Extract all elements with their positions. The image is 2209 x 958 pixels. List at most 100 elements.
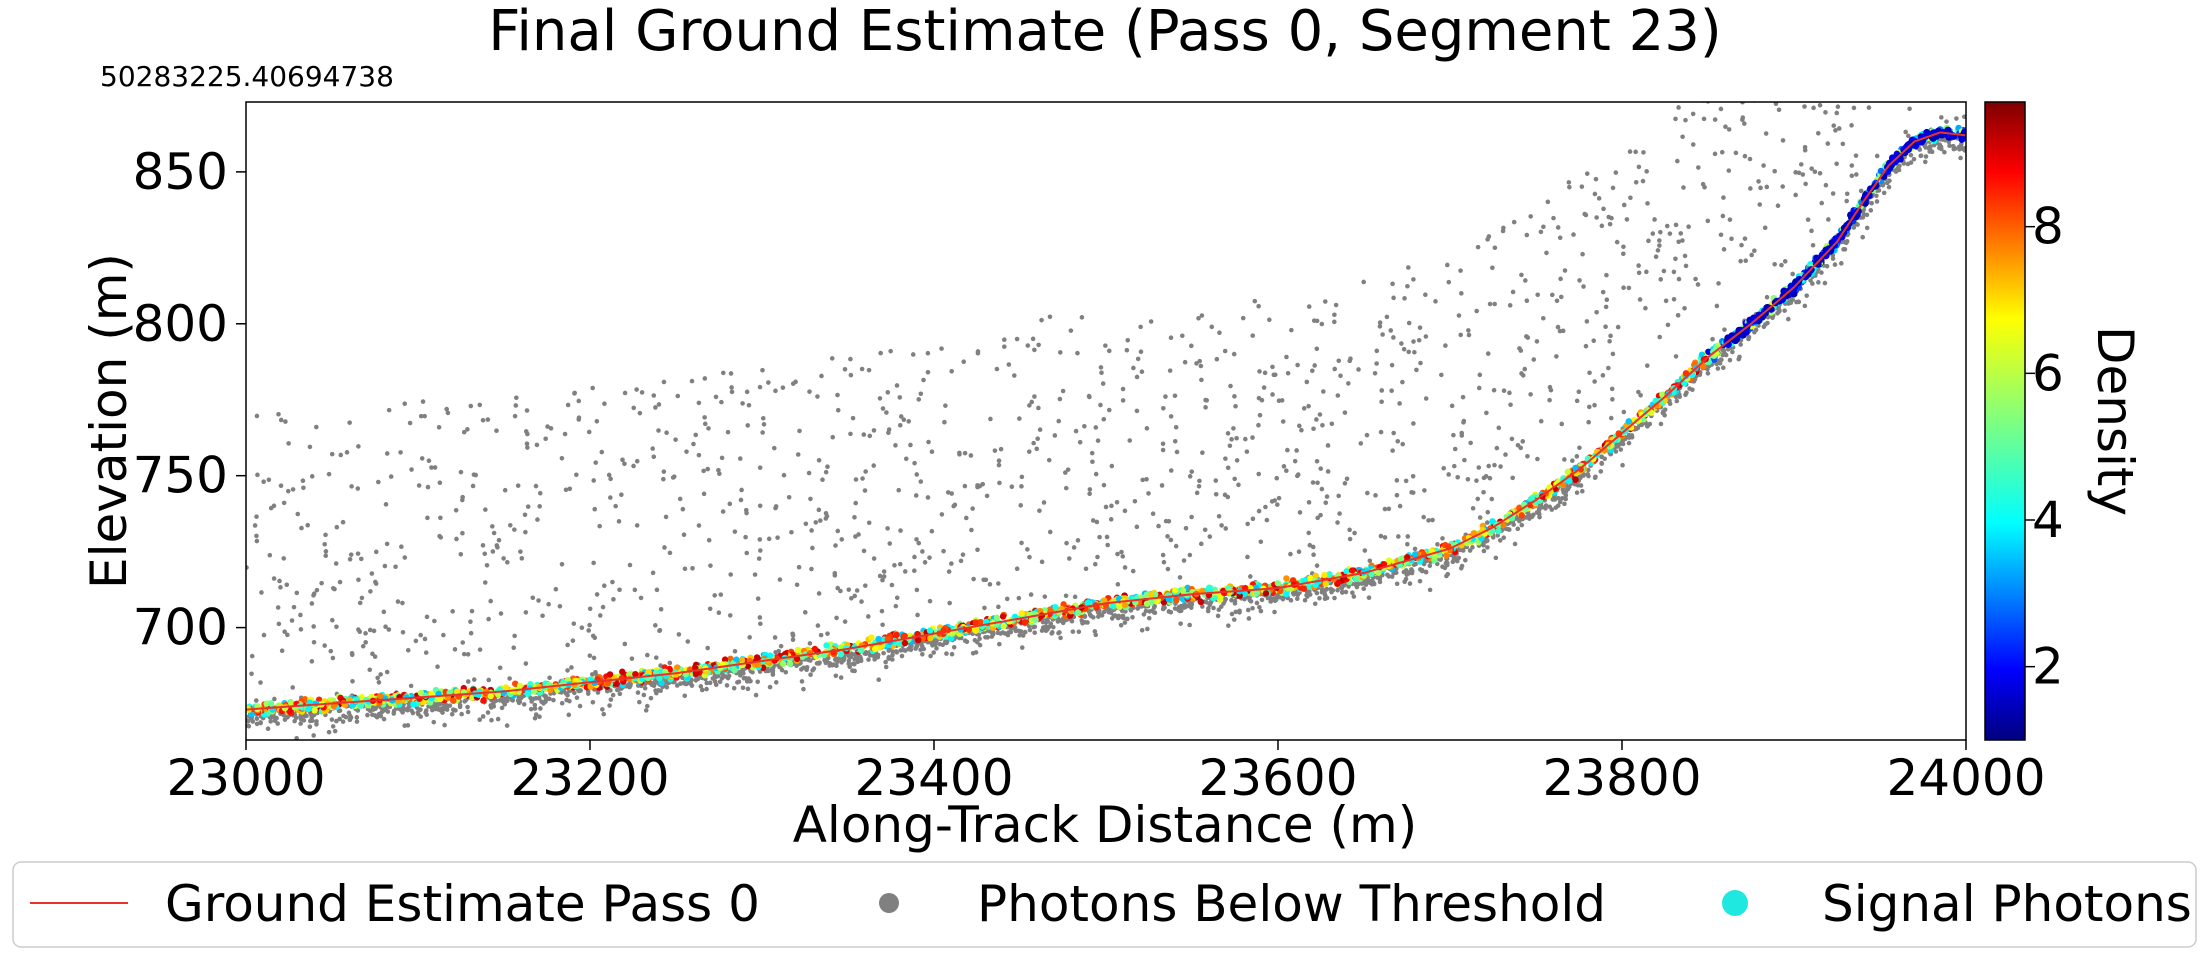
noise-photon (727, 501, 733, 507)
noise-photon (1952, 146, 1958, 151)
noise-photon (616, 519, 622, 524)
noise-photon (1812, 169, 1818, 175)
noise-photon (1086, 393, 1092, 399)
noise-photon (309, 601, 315, 606)
noise-photon (1802, 303, 1808, 309)
noise-photon (381, 708, 387, 713)
noise-photon (914, 587, 920, 593)
noise-photon (912, 460, 917, 466)
noise-photon (921, 646, 927, 652)
noise-photon (757, 465, 763, 470)
noise-photon (748, 678, 753, 684)
noise-photon (1403, 478, 1409, 484)
noise-photon (1217, 330, 1222, 335)
noise-photon (696, 523, 702, 528)
noise-photon (1555, 225, 1561, 230)
noise-photon (486, 677, 492, 683)
noise-photon (1272, 609, 1277, 615)
noise-photon (1406, 349, 1412, 355)
noise-photon (927, 555, 932, 560)
noise-photon (418, 632, 424, 638)
noise-photon (1834, 110, 1840, 116)
noise-photon (651, 393, 657, 398)
noise-photon (1246, 616, 1252, 621)
noise-photon (1411, 339, 1416, 344)
noise-photon (1019, 540, 1024, 546)
noise-photon (795, 452, 801, 457)
noise-photon (866, 657, 871, 662)
noise-photon (1853, 153, 1859, 158)
noise-photon (1855, 222, 1860, 227)
noise-photon (1798, 162, 1804, 167)
noise-photon (1490, 535, 1496, 540)
noise-photon (259, 590, 264, 595)
noise-photon (1271, 372, 1277, 378)
noise-photon (681, 532, 687, 538)
noise-photon (1399, 341, 1404, 346)
noise-photon (261, 479, 266, 485)
noise-photon (1103, 343, 1108, 348)
noise-photon (925, 495, 931, 500)
noise-photon (1143, 608, 1149, 614)
noise-photon (1686, 224, 1691, 230)
noise-photon (376, 479, 381, 485)
noise-photon (1664, 223, 1670, 229)
noise-photon (757, 503, 763, 509)
noise-photon (1481, 548, 1487, 554)
noise-photon (590, 633, 596, 639)
noise-photon (1390, 448, 1395, 453)
noise-photon (684, 449, 689, 454)
noise-photon (1127, 438, 1133, 443)
noise-photon (537, 714, 542, 720)
noise-photon (1122, 508, 1128, 514)
noise-photon (1098, 612, 1104, 618)
noise-photon (381, 609, 387, 615)
noise-photon (532, 715, 538, 721)
noise-photon (1382, 535, 1388, 540)
noise-photon (1014, 566, 1020, 572)
noise-photon (267, 552, 273, 558)
noise-photon (1780, 184, 1785, 189)
noise-photon (1132, 498, 1138, 504)
noise-photon (610, 692, 616, 698)
noise-photon (1306, 530, 1312, 536)
noise-photon (1302, 597, 1308, 603)
noise-photon (341, 713, 346, 719)
noise-photon (1320, 422, 1325, 428)
noise-photon (771, 445, 777, 451)
noise-photon (413, 638, 419, 644)
noise-photon (330, 724, 336, 729)
noise-photon (1601, 206, 1606, 212)
noise-photon (1094, 519, 1100, 525)
noise-photon (301, 485, 306, 491)
noise-photon (1676, 105, 1681, 110)
noise-photon (853, 477, 859, 482)
noise-photon (1658, 277, 1664, 282)
noise-photon (939, 346, 944, 351)
noise-photon (1365, 490, 1370, 496)
noise-photon (1261, 385, 1267, 390)
noise-photon (1819, 69, 1824, 74)
noise-photon (501, 556, 506, 561)
noise-photon (773, 505, 778, 511)
noise-photon (1484, 410, 1489, 416)
noise-photon (1907, 106, 1912, 112)
noise-photon (1396, 534, 1401, 539)
noise-photon (1089, 450, 1095, 456)
noise-photon (1294, 448, 1299, 453)
noise-photon (653, 405, 658, 410)
noise-photon (696, 400, 702, 406)
noise-photon (1274, 475, 1280, 481)
noise-photon (743, 534, 748, 540)
noise-photon (423, 650, 429, 655)
noise-photon (1188, 605, 1194, 610)
noise-photon (1459, 291, 1464, 296)
noise-photons-layer (246, 69, 1966, 740)
noise-photon (1485, 545, 1490, 550)
noise-photon (866, 367, 872, 373)
noise-photon (650, 570, 656, 576)
noise-photon (1306, 500, 1312, 505)
noise-photon (311, 733, 316, 738)
noise-photon (724, 683, 730, 688)
noise-photon (835, 407, 841, 413)
